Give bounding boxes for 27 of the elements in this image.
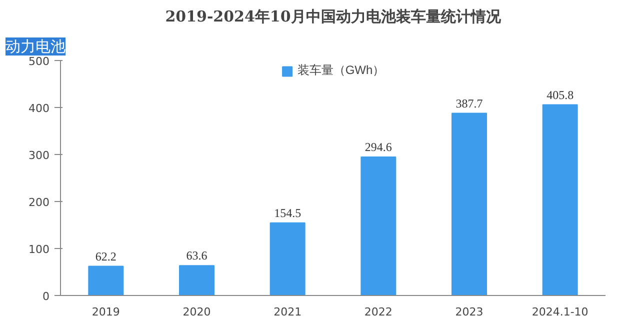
x-tick-label: 2022 <box>364 306 392 318</box>
x-tick-label: 2019 <box>92 306 120 318</box>
data-label: 387.7 <box>456 96 483 110</box>
bar <box>88 266 124 296</box>
bar <box>178 265 215 296</box>
data-label: 63.6 <box>186 248 208 263</box>
y-tick-label: 400 <box>28 102 50 115</box>
x-tick-label: 2024.1-10 <box>532 306 588 318</box>
data-label: 405.8 <box>546 88 574 102</box>
x-tick-label: 2023 <box>455 306 484 318</box>
bar <box>451 112 488 296</box>
bar <box>270 222 306 296</box>
data-label: 294.6 <box>364 140 392 154</box>
data-label: 154.5 <box>274 206 302 220</box>
y-tick-label: 200 <box>28 196 50 209</box>
x-tick-label: 2020 <box>182 306 211 318</box>
bar <box>360 156 396 296</box>
y-tick-label: 100 <box>28 243 50 256</box>
y-tick-label: 300 <box>28 149 50 162</box>
data-label: 62.2 <box>95 249 116 264</box>
legend-label: 装车量（GWh） <box>297 62 385 79</box>
bar <box>542 104 578 296</box>
chart-title: 2019-2024年10月中国动力电池装车量统计情况 <box>165 8 502 26</box>
text: 动力电池 <box>6 38 66 56</box>
y-tick-label: 500 <box>28 55 50 68</box>
x-tick-label: 2021 <box>274 306 302 318</box>
y-tick-label: 0 <box>42 290 50 303</box>
